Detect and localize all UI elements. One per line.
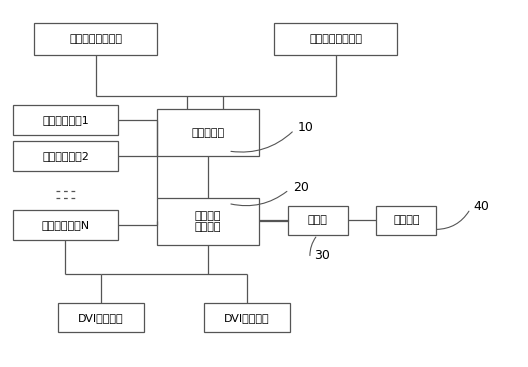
FancyArrowPatch shape (437, 211, 469, 229)
Text: DVI输入接口: DVI输入接口 (78, 313, 124, 323)
Text: DVI输出接口: DVI输出接口 (224, 313, 270, 323)
Text: 10: 10 (298, 121, 314, 134)
Text: 中央处理器: 中央处理器 (191, 128, 224, 138)
Bar (34, 23, 157, 55)
Text: 数字信号
处理装置: 数字信号 处理装置 (195, 211, 221, 232)
Text: 图像处理装置N: 图像处理装置N (41, 220, 90, 230)
FancyArrowPatch shape (231, 191, 287, 206)
Text: 20: 20 (293, 181, 308, 194)
FancyArrowPatch shape (231, 132, 293, 152)
Text: 40: 40 (473, 200, 489, 214)
Text: 逻辑板: 逻辑板 (308, 215, 327, 225)
Text: 30: 30 (314, 249, 329, 262)
Bar (13, 210, 118, 240)
Bar (13, 105, 118, 135)
Text: 控制指令输出接口: 控制指令输出接口 (309, 34, 362, 44)
Text: 显示面板: 显示面板 (393, 215, 420, 225)
Text: 图像处理装置2: 图像处理装置2 (42, 151, 89, 161)
Bar (13, 141, 118, 171)
Bar (376, 206, 437, 235)
Bar (288, 206, 347, 235)
Bar (204, 304, 290, 333)
Text: 控制指令输入接口: 控制指令输入接口 (69, 34, 122, 44)
Bar (275, 23, 397, 55)
Bar (157, 198, 259, 245)
Bar (157, 109, 259, 156)
Text: 图像处理装置1: 图像处理装置1 (42, 115, 89, 125)
Bar (58, 304, 144, 333)
FancyArrowPatch shape (310, 237, 316, 255)
